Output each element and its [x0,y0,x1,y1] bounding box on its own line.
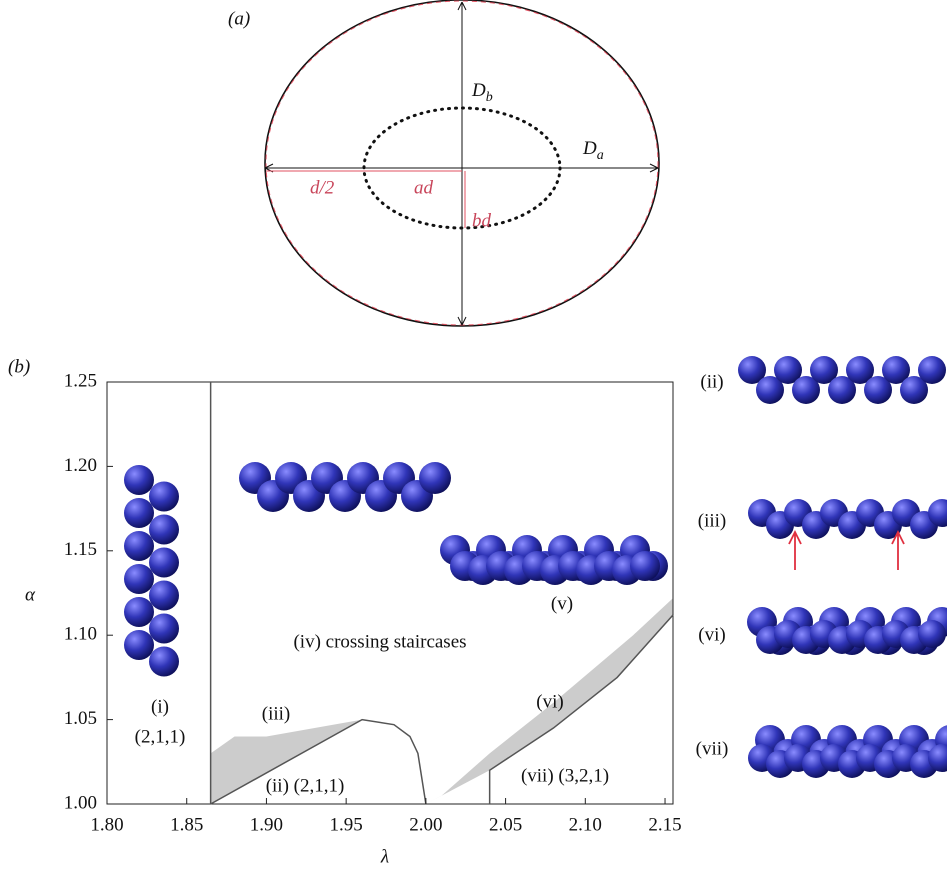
sphere [149,647,179,677]
y-tick-label: 1.15 [64,539,97,560]
sphere [124,597,154,627]
panel-label: (b) [8,356,30,377]
sphere [124,630,154,660]
x-tick-label: 2.05 [489,814,522,835]
region-label: (ii) (2,1,1) [266,775,345,796]
plot-frame [107,382,673,804]
y-tick-label: 1.05 [64,708,97,729]
dim-label: d/2 [310,177,335,198]
inset-label: (vi) [698,624,725,645]
sphere [149,581,179,611]
y-axis-label: α [25,584,36,605]
sphere [124,564,154,594]
sphere [630,551,660,581]
dim-label: ad [414,177,434,198]
sphere [124,498,154,528]
sphere [918,620,946,648]
x-axis-label: λ [380,846,389,867]
y-tick-label: 1.20 [64,455,97,476]
page: (a) Db Da d/2 ad bd (b) λ α 1.80 1.85 1.90… [0,0,947,870]
dim-label: bd [472,210,492,231]
region-label: (iii) [262,703,291,724]
region-label: (vii) (3,2,1) [521,765,609,786]
sphere [124,531,154,561]
sphere [124,465,154,495]
x-tick-label: 1.85 [170,814,203,835]
x-tick-label: 1.80 [90,814,123,835]
inset-label: (iii) [698,510,727,531]
sphere [149,548,179,578]
x-tick-label: 2.15 [648,814,681,835]
x-tick-label: 2.00 [409,814,442,835]
x-tick-label: 2.10 [569,814,602,835]
inset-label: (ii) [700,371,723,392]
sphere [149,515,179,545]
inset-label: (vii) [696,738,729,759]
region-label: (vi) [536,691,563,712]
y-tick-label: 1.00 [64,792,97,813]
region-label: (2,1,1) [135,726,186,747]
sphere [419,462,451,494]
region-label: (i) [151,696,169,717]
sphere [149,614,179,644]
region-label: (v) [551,593,573,614]
axis-label: Db [471,80,493,105]
x-tick-label: 1.90 [250,814,283,835]
sphere [918,356,946,384]
figure: (a) Db Da d/2 ad bd (b) λ α 1.80 1.85 1.90… [0,0,947,870]
x-tick-label: 1.95 [330,814,363,835]
region-label: (iv) crossing staircases [293,631,466,652]
sphere-renderings [124,356,947,778]
panel-label: (a) [228,8,250,29]
axis-label: Da [582,138,604,163]
y-tick-label: 1.10 [64,624,97,645]
sphere [149,482,179,512]
y-tick-label: 1.25 [64,370,97,391]
